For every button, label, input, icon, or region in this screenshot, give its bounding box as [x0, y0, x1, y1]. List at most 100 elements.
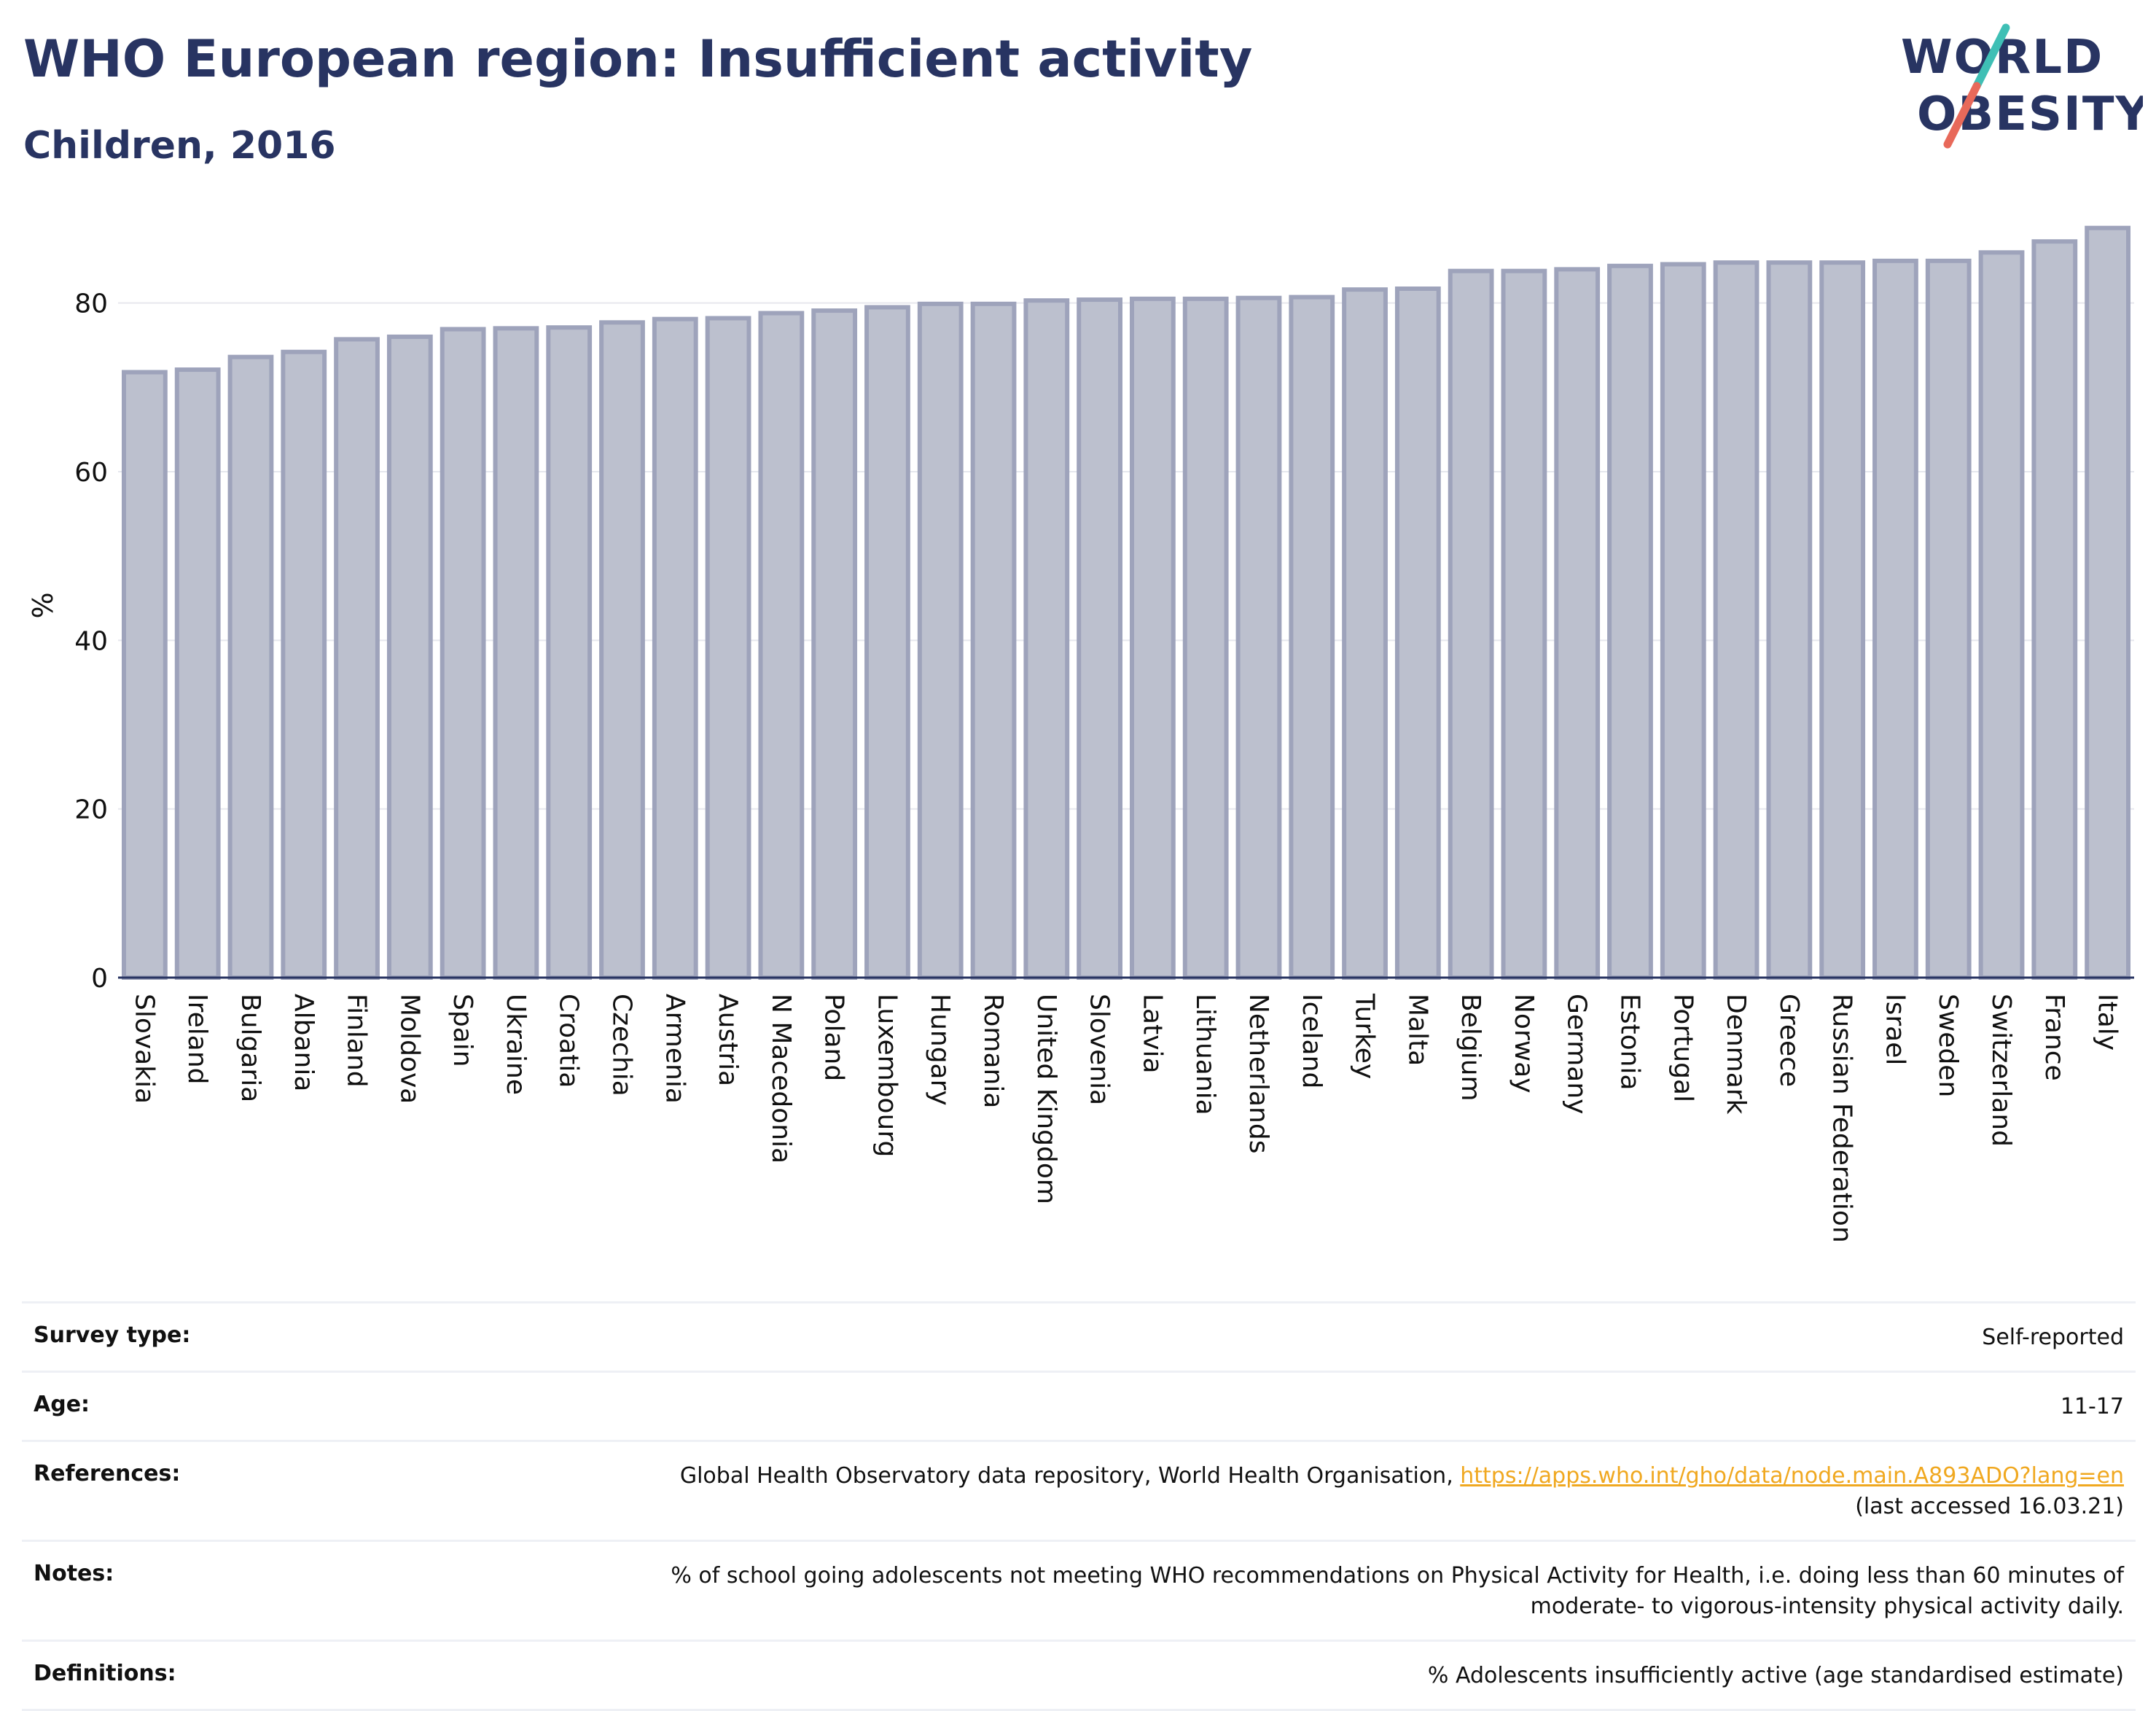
bar — [493, 326, 539, 981]
bar — [1607, 263, 1653, 981]
x-tick-label: Russian Federation — [1827, 994, 1857, 1243]
bar — [1766, 260, 1813, 980]
meta-row-age: Age: 11-17 — [22, 1371, 2136, 1440]
bar — [1978, 250, 2025, 980]
bar — [122, 370, 168, 981]
x-tick-label: Armenia — [660, 994, 690, 1104]
x-tick-label: Czechia — [607, 994, 637, 1096]
x-tick-label: Lithuania — [1190, 994, 1220, 1115]
x-tick-label: Ireland — [182, 994, 212, 1085]
bar-chart: 0 20 40 60 80 Slovakia Ireland Bulgaria Albania… — [27, 225, 2134, 1243]
y-tick-label: 0 — [91, 964, 108, 994]
bar — [1713, 260, 1759, 980]
x-tick-label: Croatia — [554, 994, 584, 1088]
bar — [811, 308, 858, 980]
y-tick-label: 60 — [74, 458, 108, 488]
x-tick-label: Switzerland — [1986, 994, 2016, 1147]
bar — [864, 305, 910, 980]
bar — [1182, 296, 1229, 980]
meta-label: Notes: — [34, 1561, 114, 1586]
bar — [599, 320, 645, 980]
x-tick-label: Malta — [1402, 994, 1432, 1066]
y-tick-label: 40 — [74, 626, 108, 656]
meta-row-definitions: Definitions: % Adolescents insufficientl… — [22, 1640, 2136, 1711]
bar — [1342, 287, 1388, 981]
bar — [1394, 287, 1441, 980]
bar — [1448, 268, 1494, 981]
x-tick-label: Greece — [1774, 994, 1804, 1087]
logo-slash-teal — [1972, 23, 2010, 90]
bar — [1554, 267, 1601, 980]
meta-label: Definitions: — [34, 1661, 176, 1686]
reference-link[interactable]: https://apps.who.int/gho/data/node.main.… — [1460, 1463, 2124, 1489]
y-tick-labels: 0 20 40 60 80 — [74, 289, 108, 994]
meta-label: References: — [34, 1461, 181, 1486]
chart-title: WHO European region: Insufficient activi… — [23, 29, 1253, 89]
x-tick-label: Bulgaria — [235, 994, 265, 1102]
meta-row-survey-type: Survey type: Self-reported — [22, 1301, 2136, 1371]
world-obesity-logo: WORLD OBESITY — [1901, 23, 2143, 149]
bar — [1872, 258, 1918, 981]
bar — [1660, 262, 1706, 980]
x-tick-labels: Slovakia Ireland Bulgaria Albania Finland Mol… — [129, 993, 2122, 1243]
x-tick-label: Israel — [1880, 994, 1910, 1065]
x-tick-label: Poland — [819, 994, 849, 1081]
x-tick-label: N Macedonia — [766, 994, 796, 1164]
x-tick-label: Romania — [978, 994, 1008, 1108]
bar — [970, 301, 1017, 981]
bar — [227, 354, 274, 980]
x-tick-label: Moldova — [394, 994, 424, 1104]
x-tick-label: Netherlands — [1243, 994, 1273, 1153]
x-tick-label: United Kingdom — [1031, 994, 1061, 1204]
x-tick-label: France — [2039, 994, 2069, 1081]
x-tick-label: Norway — [1509, 994, 1539, 1094]
bar — [1077, 297, 1122, 981]
bar — [334, 337, 380, 980]
bar — [386, 334, 433, 980]
x-tick-label: Slovenia — [1085, 994, 1114, 1105]
meta-value: Global Health Observatory data repositor… — [680, 1461, 2124, 1522]
x-tick-label: Spain — [448, 994, 477, 1067]
bar — [1289, 295, 1335, 980]
bar — [652, 316, 698, 981]
notes-line-2: moderate- to vigorous-intensity physical… — [1530, 1594, 2124, 1619]
y-axis-label: % — [27, 592, 59, 618]
x-tick-label: Iceland — [1297, 994, 1327, 1088]
meta-value: 11-17 — [2060, 1394, 2124, 1419]
logo-slash-red — [1943, 82, 1981, 149]
bar — [2085, 225, 2130, 980]
bar — [705, 316, 751, 980]
x-tick-label: Luxembourg — [872, 994, 902, 1157]
meta-value: % Adolescents insufficiently active (age… — [1427, 1663, 2124, 1688]
x-tick-label: Belgium — [1456, 994, 1485, 1102]
y-tick-label: 80 — [74, 289, 108, 319]
meta-label: Survey type: — [34, 1322, 191, 1348]
meta-value: % of school going adolescents not meetin… — [671, 1561, 2124, 1622]
bar — [1130, 296, 1176, 980]
bar — [1235, 295, 1282, 980]
x-tick-label: Portugal — [1668, 994, 1698, 1102]
bar — [1501, 268, 1547, 981]
x-tick-label: Hungary — [925, 994, 955, 1106]
meta-row-references: References: Global Health Observatory da… — [22, 1440, 2136, 1540]
x-tick-label: Denmark — [1721, 994, 1751, 1115]
bar — [440, 327, 486, 981]
x-tick-label: Albania — [289, 994, 319, 1091]
x-tick-label: Turkey — [1350, 993, 1380, 1079]
meta-row-notes: Notes: % of school going adolescents not… — [22, 1540, 2136, 1640]
bars — [122, 225, 2130, 981]
bar — [2031, 239, 2078, 981]
bar — [174, 367, 221, 980]
bar — [917, 301, 964, 981]
meta-value: Self-reported — [1982, 1325, 2124, 1350]
y-tick-label: 20 — [74, 795, 108, 825]
notes-line-1: % of school going adolescents not meetin… — [671, 1563, 2124, 1589]
bar — [758, 311, 805, 980]
chart-subtitle: Children, 2016 — [23, 124, 336, 168]
x-tick-label: Austria — [713, 994, 743, 1086]
bar — [1023, 298, 1070, 980]
reference-text: Global Health Observatory data repositor… — [679, 1463, 1461, 1489]
x-tick-label: Slovakia — [129, 994, 159, 1104]
x-tick-label: Estonia — [1615, 994, 1645, 1091]
x-tick-label: Finland — [342, 994, 372, 1088]
